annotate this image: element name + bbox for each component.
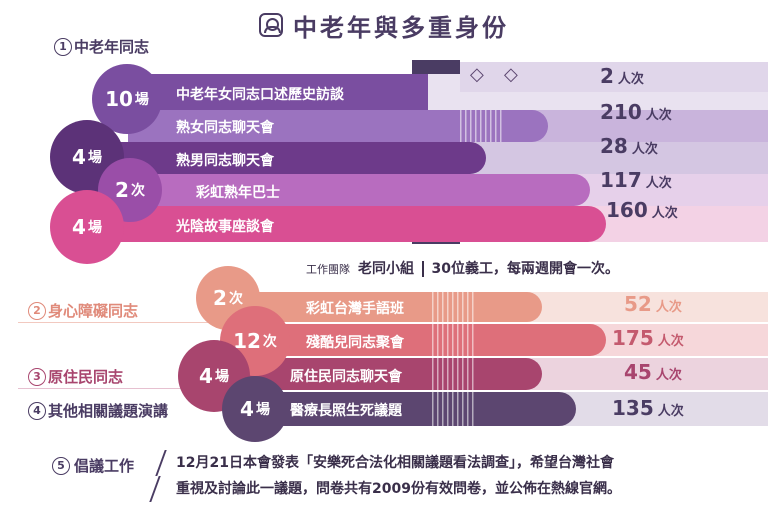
- bar-fill: [250, 292, 542, 322]
- badge-number: 4: [240, 397, 254, 421]
- section-number: 1: [54, 37, 72, 56]
- badge-number: 2: [213, 286, 227, 310]
- badge-number: 2: [115, 178, 129, 202]
- count-unit: 人次: [645, 108, 672, 123]
- section-title: 身心障礙同志: [48, 302, 139, 320]
- section-label-2: 2 身心障礙同志: [28, 300, 138, 321]
- event-label: 原住民同志聊天會: [290, 369, 402, 385]
- badge-unit: 場: [87, 220, 102, 236]
- section-title: 原住民同志: [48, 368, 124, 386]
- team-prefix: 工作團隊: [306, 263, 350, 276]
- badge-number: 4: [199, 364, 213, 388]
- event-label: 彩虹台灣手語班: [306, 301, 404, 317]
- count-value: 2: [600, 64, 614, 88]
- badge-unit: 場: [255, 402, 270, 418]
- badge-unit: 次: [130, 183, 145, 199]
- team-line: 工作團隊 老同小組 30位義工，每兩週開會一次。: [306, 258, 619, 278]
- divider: [155, 450, 167, 476]
- count-1: 2 人次: [600, 64, 750, 94]
- badge-unit: 次: [262, 334, 277, 350]
- badge-unit: 場: [214, 369, 229, 385]
- advocacy-line: 12月21日本會發表「安樂死合法化相關議題看法調查」，希望台灣社會: [176, 455, 614, 471]
- bar-stripes: [432, 392, 476, 426]
- diamond-icon: ◇: [470, 64, 484, 85]
- count-unit: 人次: [651, 206, 678, 221]
- bar-fill: [128, 174, 590, 206]
- count-6: 52 人次: [624, 292, 764, 322]
- event-label: 熟男同志聊天會: [176, 153, 274, 169]
- event-label: 殘酷兒同志聚會: [306, 335, 404, 351]
- section-title: 中老年同志: [74, 38, 150, 56]
- badge-unit: 次: [228, 291, 243, 307]
- bar-stripes: [432, 324, 476, 356]
- divider: [149, 476, 161, 502]
- count-9: 135 人次: [612, 396, 762, 426]
- count-7: 175 人次: [612, 326, 762, 356]
- bar-fill: [240, 392, 576, 426]
- event-label: 彩虹熟年巴士: [196, 185, 280, 201]
- section-label-5: 5 倡議工作: [52, 455, 134, 476]
- section-label-4: 4 其他相關議題演講: [28, 400, 168, 421]
- bar-stripes: [432, 358, 476, 390]
- event-label: 光陰故事座談會: [176, 219, 274, 235]
- section-number: 4: [28, 401, 46, 420]
- badge-unit: 場: [87, 150, 102, 166]
- count-unit: 人次: [655, 300, 682, 315]
- badge-number: 4: [72, 145, 86, 169]
- count-unit: 人次: [631, 142, 658, 157]
- advocacy-text: 12月21日本會發表「安樂死合法化相關議題看法調查」，希望台灣社會 重視及討論此…: [176, 450, 756, 502]
- page-title: 中老年與多重身份: [293, 13, 509, 42]
- event-label: 醫療長照生死議題: [290, 403, 402, 419]
- count-5: 160 人次: [606, 198, 756, 228]
- count-value: 160: [606, 198, 648, 222]
- bar-fill: [250, 324, 606, 356]
- team-detail: 30位義工，每兩週開會一次。: [431, 261, 619, 277]
- bar-stripes: [460, 110, 504, 142]
- badge-number: 10: [105, 87, 133, 111]
- section-number: 5: [52, 456, 70, 475]
- count-unit: 人次: [617, 72, 644, 87]
- count-value: 45: [624, 360, 652, 384]
- section-title: 其他相關議題演講: [48, 402, 169, 420]
- bar-fill: [128, 74, 428, 110]
- count-2: 210 人次: [600, 100, 750, 130]
- count-unit: 人次: [657, 404, 684, 419]
- count-value: 117: [600, 168, 642, 192]
- count-4: 117 人次: [600, 168, 750, 198]
- divider: [422, 261, 424, 277]
- section-number: 2: [28, 301, 46, 320]
- person-badge-icon: [259, 13, 283, 37]
- count-3: 28 人次: [600, 134, 750, 164]
- bar-row-1: [460, 62, 768, 92]
- count-value: 210: [600, 100, 642, 124]
- count-value: 52: [624, 292, 652, 316]
- count-value: 28: [600, 134, 628, 158]
- badge-number: 4: [72, 215, 86, 239]
- event-label: 熟女同志聊天會: [176, 120, 274, 136]
- section-number: 3: [28, 367, 46, 386]
- badge-unit: 場: [134, 92, 149, 108]
- bar-stripes: [432, 292, 476, 322]
- advocacy-line: 重視及討論此一議題，問卷共有2009份有效問卷，並公佈在熱線官網。: [176, 481, 621, 497]
- count-unit: 人次: [645, 176, 672, 191]
- count-value: 135: [612, 396, 654, 420]
- section-label-3: 3 原住民同志: [28, 366, 123, 387]
- diamond-icon: ◇: [504, 64, 518, 85]
- page-title-row: 中老年與多重身份: [0, 8, 768, 42]
- badge-circle: 10 場: [92, 64, 162, 134]
- count-8: 45 人次: [624, 360, 764, 390]
- divider: [18, 388, 208, 389]
- section-title: 倡議工作: [74, 457, 135, 475]
- divider: [18, 322, 208, 323]
- section-label-1: 1 中老年同志: [54, 36, 149, 57]
- count-unit: 人次: [655, 368, 682, 383]
- event-label: 中老年女同志口述歷史訪談: [176, 87, 344, 103]
- count-value: 175: [612, 326, 654, 350]
- team-name: 老同小組: [358, 261, 414, 277]
- count-unit: 人次: [657, 334, 684, 349]
